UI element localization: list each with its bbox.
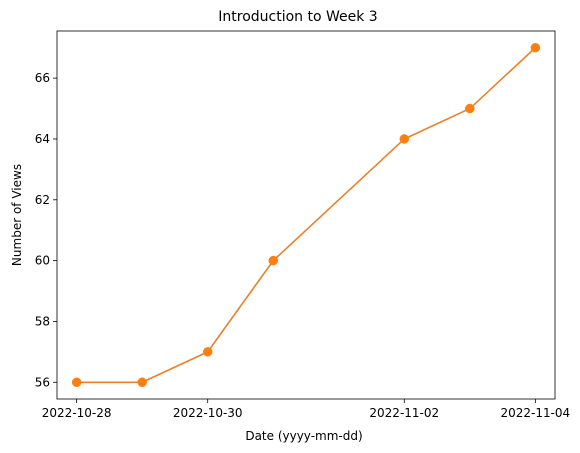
x-tick-label: 2022-10-28 (42, 406, 112, 420)
plot-area: 56 58 60 62 64 66 2022-10-28 2022-10-30 2022-11-… (35, 30, 570, 420)
y-tick-label: 58 (35, 314, 50, 328)
data-point (268, 255, 278, 266)
y-axis-label: Number of Views (10, 164, 24, 266)
y-tick-label: 56 (35, 375, 50, 389)
y-tick-label: 66 (35, 71, 50, 85)
y-tick-label: 64 (35, 132, 50, 146)
chart-title: Introduction to Week 3 (218, 9, 377, 25)
data-point (71, 377, 82, 388)
y-tick-label: 62 (35, 193, 50, 207)
data-point (399, 134, 410, 144)
series-line (76, 47, 536, 384)
data-point (530, 42, 541, 53)
x-tick-label: 2022-11-04 (500, 406, 570, 420)
x-axis-label: Date (yyyy-mm-dd) (245, 429, 362, 443)
x-tick-label: 2022-10-30 (173, 406, 243, 420)
x-tick-label: 2022-11-02 (369, 406, 439, 420)
plot-frame (56, 30, 556, 400)
data-point (465, 103, 475, 114)
y-tick-label: 60 (35, 254, 50, 268)
data-point (137, 377, 147, 388)
data-point (202, 347, 213, 357)
